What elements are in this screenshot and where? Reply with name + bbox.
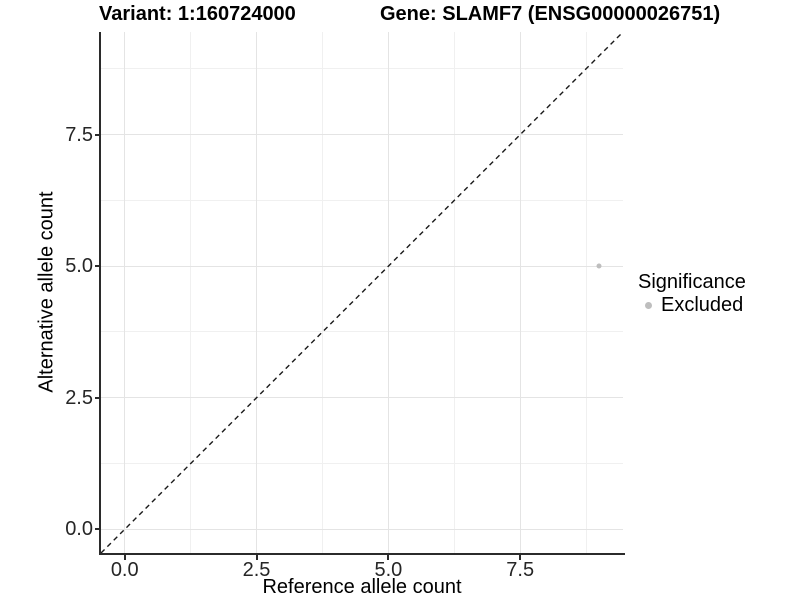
x-minor-gridline xyxy=(190,32,192,553)
data-point xyxy=(596,263,602,269)
legend-title: Significance xyxy=(638,271,746,293)
y-tick-mark xyxy=(95,528,100,531)
x-tick-label: 5.0 xyxy=(374,559,403,581)
x-tick-mark xyxy=(255,555,258,560)
y-minor-gridline xyxy=(101,68,623,70)
x-tick-label: 0.0 xyxy=(110,559,139,581)
y-tick-label: 0.0 xyxy=(65,518,93,541)
y-tick-mark xyxy=(95,133,100,136)
x-tick-label: 7.5 xyxy=(506,559,535,581)
x-major-gridline xyxy=(124,32,126,553)
y-major-gridline xyxy=(101,134,623,136)
y-tick-mark xyxy=(95,265,100,268)
y-major-gridline xyxy=(101,397,623,399)
x-major-gridline xyxy=(519,32,521,553)
x-major-gridline xyxy=(256,32,258,553)
legend-entry-label: Excluded xyxy=(661,294,744,316)
y-tick-label: 7.5 xyxy=(65,123,93,146)
x-minor-gridline xyxy=(453,32,455,553)
y-minor-gridline xyxy=(101,331,623,333)
legend-entries: Excluded xyxy=(638,294,746,317)
y-tick-mark xyxy=(95,396,100,399)
plot-title-gene: Gene: SLAMF7 (ENSG00000026751) xyxy=(380,3,721,25)
y-axis-line xyxy=(99,32,101,555)
x-tick-mark xyxy=(387,555,390,560)
x-minor-gridline xyxy=(585,32,587,553)
y-tick-label: 2.5 xyxy=(65,386,93,409)
plot-panel xyxy=(100,31,624,554)
identity-dashed-line xyxy=(100,31,624,554)
y-axis-title: Alternative allele count xyxy=(35,191,58,393)
y-minor-gridline xyxy=(101,199,623,201)
x-minor-gridline xyxy=(321,32,323,553)
legend: Significance Excluded xyxy=(638,271,746,317)
legend-entry: Excluded xyxy=(638,294,746,317)
x-tick-mark xyxy=(123,555,126,560)
x-axis-title: Reference allele count xyxy=(262,576,462,598)
x-tick-mark xyxy=(519,555,522,560)
y-tick-label: 5.0 xyxy=(65,255,93,278)
x-axis-line xyxy=(99,553,625,555)
y-major-gridline xyxy=(101,265,623,267)
y-minor-gridline xyxy=(101,463,623,465)
x-major-gridline xyxy=(387,32,389,553)
plot-title-variant: Variant: 1:160724000 xyxy=(99,3,296,25)
y-major-gridline xyxy=(101,528,623,530)
x-tick-label: 2.5 xyxy=(242,559,271,581)
legend-key-dot xyxy=(645,302,652,309)
